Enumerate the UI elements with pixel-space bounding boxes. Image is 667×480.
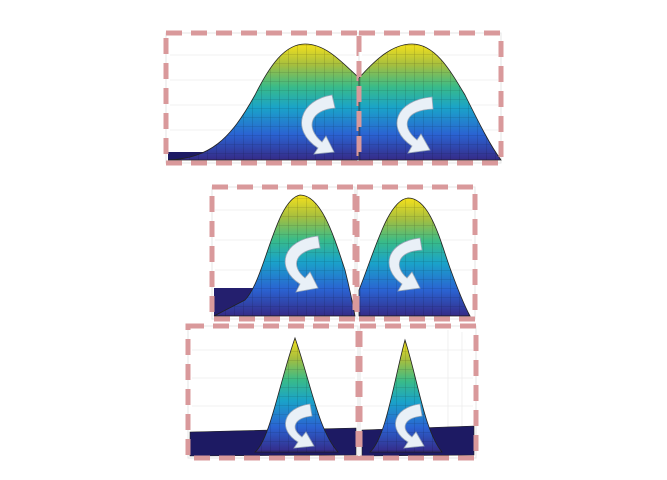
curved-arrow-icon bbox=[395, 403, 425, 449]
panel-r2-right bbox=[354, 184, 478, 322]
dashed-frame bbox=[356, 30, 504, 166]
curved-arrow-icon bbox=[301, 94, 336, 155]
row-1 bbox=[163, 30, 504, 166]
dashed-frame bbox=[357, 323, 479, 461]
panel-r1-left bbox=[163, 30, 362, 166]
panel-r1-right bbox=[356, 30, 504, 166]
dashed-frame bbox=[354, 184, 478, 322]
panel-r3-left bbox=[185, 323, 361, 461]
row-3 bbox=[185, 323, 479, 461]
panel-r3-right bbox=[357, 323, 479, 461]
curved-arrow-icon bbox=[388, 237, 423, 292]
curved-arrow-icon bbox=[284, 235, 321, 293]
curved-arrow-icon bbox=[396, 96, 434, 154]
row-2 bbox=[209, 184, 478, 322]
curved-arrow-icon bbox=[285, 403, 315, 449]
panel-r2-left bbox=[209, 184, 358, 322]
